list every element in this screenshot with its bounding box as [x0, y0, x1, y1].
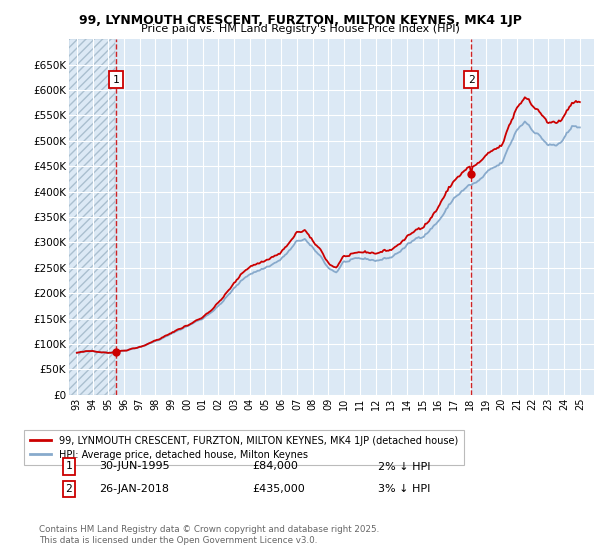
Text: 2% ↓ HPI: 2% ↓ HPI — [378, 461, 431, 472]
Text: Contains HM Land Registry data © Crown copyright and database right 2025.
This d: Contains HM Land Registry data © Crown c… — [39, 525, 379, 545]
Text: 26-JAN-2018: 26-JAN-2018 — [99, 484, 169, 494]
Text: 3% ↓ HPI: 3% ↓ HPI — [378, 484, 430, 494]
Text: 1: 1 — [65, 461, 73, 472]
Legend: 99, LYNMOUTH CRESCENT, FURZTON, MILTON KEYNES, MK4 1JP (detached house), HPI: Av: 99, LYNMOUTH CRESCENT, FURZTON, MILTON K… — [24, 430, 464, 465]
Text: 30-JUN-1995: 30-JUN-1995 — [99, 461, 170, 472]
Text: £435,000: £435,000 — [252, 484, 305, 494]
Text: £84,000: £84,000 — [252, 461, 298, 472]
Bar — [69, 39, 115, 395]
Text: 2: 2 — [468, 75, 475, 85]
Text: Price paid vs. HM Land Registry's House Price Index (HPI): Price paid vs. HM Land Registry's House … — [140, 24, 460, 34]
Text: 99, LYNMOUTH CRESCENT, FURZTON, MILTON KEYNES, MK4 1JP: 99, LYNMOUTH CRESCENT, FURZTON, MILTON K… — [79, 14, 521, 27]
Text: 2: 2 — [65, 484, 73, 494]
Text: 1: 1 — [113, 75, 119, 85]
